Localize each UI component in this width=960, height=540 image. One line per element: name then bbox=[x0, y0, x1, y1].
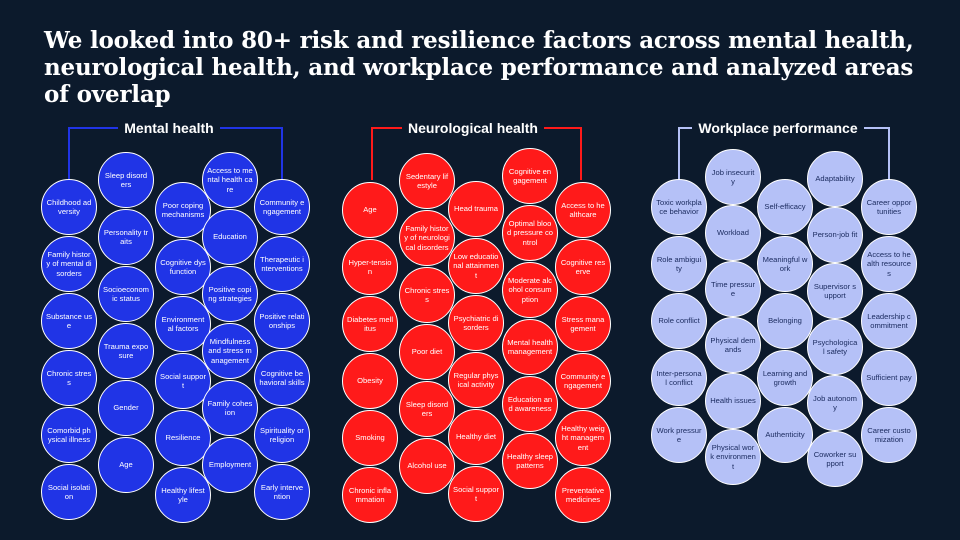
factor-circle: Family history of neurological disorders bbox=[399, 210, 455, 266]
factor-circle: Sedentary lifestyle bbox=[399, 153, 455, 209]
factor-circle: Coworker support bbox=[807, 431, 863, 487]
factor-circle: Resilience bbox=[155, 410, 211, 466]
factor-circle: Alcohol use bbox=[399, 438, 455, 494]
factor-circle: Positive coping strategies bbox=[202, 266, 258, 322]
factor-circle: Age bbox=[98, 437, 154, 493]
factor-circle: Job insecurity bbox=[705, 149, 761, 205]
factor-circle: Physical demands bbox=[705, 317, 761, 373]
factor-circle: Healthy weight management bbox=[555, 410, 611, 466]
factor-circle: Chronic stress bbox=[41, 350, 97, 406]
factor-circle: Smoking bbox=[342, 410, 398, 466]
factor-circle: Therapeutic interventions bbox=[254, 236, 310, 292]
factor-circle: Self-efficacy bbox=[757, 179, 813, 235]
factor-circle: Education bbox=[202, 209, 258, 265]
factor-circle: Cognitive engagement bbox=[502, 148, 558, 204]
factor-circle: Cognitive reserve bbox=[555, 239, 611, 295]
factor-circle: Childhood adversity bbox=[41, 179, 97, 235]
factor-circle: Work pressure bbox=[651, 407, 707, 463]
group-title-neuro: Neurological health bbox=[402, 118, 544, 138]
factor-circle: Cognitive dysfunction bbox=[155, 239, 211, 295]
factor-circle: Healthy sleep patterns bbox=[502, 433, 558, 489]
factor-circle: Low educational attainment bbox=[448, 238, 504, 294]
factor-circle: Inter-personal conflict bbox=[651, 350, 707, 406]
factor-circle: Spirituality or religion bbox=[254, 407, 310, 463]
factor-circle: Family cohesion bbox=[202, 380, 258, 436]
factor-circle: Community engagement bbox=[254, 179, 310, 235]
factor-circle: Early intervention bbox=[254, 464, 310, 520]
page-title: We looked into 80+ risk and resilience f… bbox=[44, 27, 914, 108]
factor-circle: Substance use bbox=[41, 293, 97, 349]
factor-circle: Sleep disorders bbox=[399, 381, 455, 437]
factor-circle: Adaptability bbox=[807, 151, 863, 207]
factor-circle: Time pressure bbox=[705, 261, 761, 317]
factor-circle: Stress management bbox=[555, 296, 611, 352]
factor-circle: Health issues bbox=[705, 373, 761, 429]
factor-circle: Community engagement bbox=[555, 353, 611, 409]
factor-circle: Age bbox=[342, 182, 398, 238]
factor-circle: Learning and growth bbox=[757, 350, 813, 406]
factor-circle: Workload bbox=[705, 205, 761, 261]
factor-circle: Chronic stress bbox=[399, 267, 455, 323]
factor-circle: Career customization bbox=[861, 407, 917, 463]
factor-circle: Personality traits bbox=[98, 209, 154, 265]
group-title-work: Workplace performance bbox=[692, 118, 864, 138]
factor-circle: Mental health management bbox=[502, 319, 558, 375]
factor-circle: Employment bbox=[202, 437, 258, 493]
factor-circle: Moderate alcohol consumption bbox=[502, 262, 558, 318]
factor-circle: Role ambiguity bbox=[651, 236, 707, 292]
factor-circle: Obesity bbox=[342, 353, 398, 409]
factor-circle: Positive relationships bbox=[254, 293, 310, 349]
factor-circle: Family history of mental disorders bbox=[41, 236, 97, 292]
factor-circle: Mindfulness and stress management bbox=[202, 323, 258, 379]
factor-circle: Socioeconomic status bbox=[98, 266, 154, 322]
factor-circle: Social support bbox=[448, 466, 504, 522]
factor-circle: Poor diet bbox=[399, 324, 455, 380]
factor-circle: Supervisor support bbox=[807, 263, 863, 319]
factor-circle: Physical work environment bbox=[705, 429, 761, 485]
factor-circle: Social isolation bbox=[41, 464, 97, 520]
factor-circle: Sufficient pay bbox=[861, 350, 917, 406]
factor-circle: Healthy lifestyle bbox=[155, 467, 211, 523]
factor-circle: Diabetes mellitus bbox=[342, 296, 398, 352]
factor-circle: Psychological safety bbox=[807, 319, 863, 375]
factor-circle: Leadership commitment bbox=[861, 293, 917, 349]
factor-circle: Trauma exposure bbox=[98, 323, 154, 379]
factor-circle: Meaningful work bbox=[757, 236, 813, 292]
factor-circle: Access to healthcare bbox=[555, 182, 611, 238]
factor-circle: Authenticity bbox=[757, 407, 813, 463]
factor-circle: Person-job fit bbox=[807, 207, 863, 263]
factor-circle: Job autonomy bbox=[807, 375, 863, 431]
factor-circle: Role conflict bbox=[651, 293, 707, 349]
factor-circle: Sleep disorders bbox=[98, 152, 154, 208]
factor-circle: Toxic workplace behavior bbox=[651, 179, 707, 235]
factor-circle: Preventative medicines bbox=[555, 467, 611, 523]
factor-circle: Hyper-tension bbox=[342, 239, 398, 295]
factor-circle: Belonging bbox=[757, 293, 813, 349]
factor-circle: Healthy diet bbox=[448, 409, 504, 465]
factor-circle: Optimal blood pressure control bbox=[502, 205, 558, 261]
factor-circle: Access to mental health care bbox=[202, 152, 258, 208]
factor-circle: Education and awareness bbox=[502, 376, 558, 432]
factor-circle: Regular physical activity bbox=[448, 352, 504, 408]
factor-circle: Head trauma bbox=[448, 181, 504, 237]
factor-circle: Psychiatric disorders bbox=[448, 295, 504, 351]
factor-circle: Comorbid physical illness bbox=[41, 407, 97, 463]
factor-circle: Chronic inflammation bbox=[342, 467, 398, 523]
factor-circle: Cognitive behavioral skills bbox=[254, 350, 310, 406]
factor-circle: Gender bbox=[98, 380, 154, 436]
group-title-mental: Mental health bbox=[118, 118, 220, 138]
factor-circle: Environmental factors bbox=[155, 296, 211, 352]
factor-circle: Access to health resources bbox=[861, 236, 917, 292]
factor-circle: Social support bbox=[155, 353, 211, 409]
factor-circle: Career opportunities bbox=[861, 179, 917, 235]
factor-circle: Poor coping mechanisms bbox=[155, 182, 211, 238]
